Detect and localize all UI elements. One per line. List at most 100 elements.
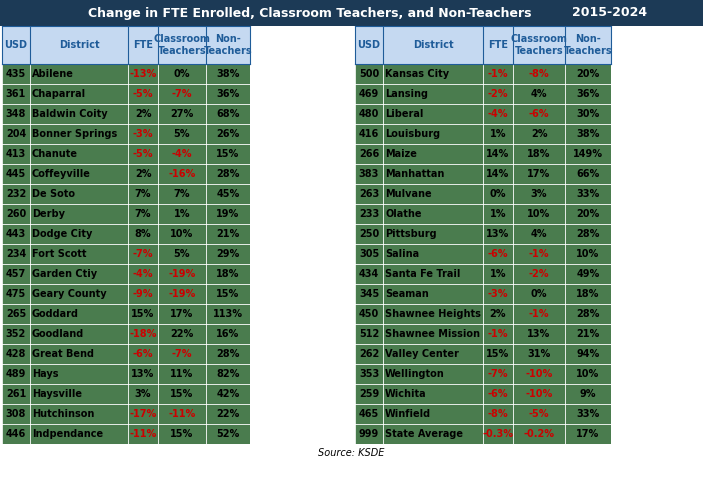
Text: 31%: 31% <box>527 349 550 359</box>
Bar <box>2 204 250 224</box>
Text: Baldwin Coity: Baldwin Coity <box>32 109 108 119</box>
Text: 42%: 42% <box>217 389 240 399</box>
Text: 0%: 0% <box>174 69 191 79</box>
Text: 450: 450 <box>359 309 379 319</box>
Text: 5%: 5% <box>174 129 191 139</box>
Bar <box>2 364 250 384</box>
Text: 15%: 15% <box>170 429 193 439</box>
Text: 16%: 16% <box>217 329 240 339</box>
Text: 21%: 21% <box>576 329 600 339</box>
Text: Shawnee Heights: Shawnee Heights <box>385 309 481 319</box>
Text: Seaman: Seaman <box>385 289 429 299</box>
Text: 45%: 45% <box>217 189 240 199</box>
Text: Goodland: Goodland <box>32 329 84 339</box>
Bar <box>2 304 250 324</box>
Text: 3%: 3% <box>135 389 151 399</box>
Text: 7%: 7% <box>174 189 191 199</box>
Text: 999: 999 <box>359 429 379 439</box>
Text: USD: USD <box>358 40 380 50</box>
Text: -3%: -3% <box>133 129 153 139</box>
Bar <box>2 164 250 184</box>
Text: -7%: -7% <box>172 89 192 99</box>
Text: 33%: 33% <box>576 409 600 419</box>
Text: 28%: 28% <box>217 169 240 179</box>
Text: Abilene: Abilene <box>32 69 74 79</box>
Text: 18%: 18% <box>217 269 240 279</box>
Text: -10%: -10% <box>525 369 553 379</box>
Text: Salina: Salina <box>385 249 419 259</box>
Text: Hays: Hays <box>32 369 58 379</box>
Bar <box>2 184 250 204</box>
Text: -5%: -5% <box>133 89 153 99</box>
Bar <box>2 404 250 424</box>
Text: -11%: -11% <box>169 409 195 419</box>
Text: 0%: 0% <box>531 289 547 299</box>
Text: 469: 469 <box>359 89 379 99</box>
Text: District: District <box>413 40 453 50</box>
Text: 11%: 11% <box>170 369 193 379</box>
Text: -0.2%: -0.2% <box>524 429 555 439</box>
Text: -2%: -2% <box>488 89 508 99</box>
Bar <box>2 124 250 144</box>
Text: 18%: 18% <box>527 149 550 159</box>
Text: 17%: 17% <box>576 429 600 439</box>
Text: 82%: 82% <box>217 369 240 379</box>
Text: 17%: 17% <box>170 309 193 319</box>
Bar <box>2 224 250 244</box>
Bar <box>355 26 611 64</box>
Text: 17%: 17% <box>527 169 550 179</box>
Text: 113%: 113% <box>213 309 243 319</box>
Text: 232: 232 <box>6 189 26 199</box>
Text: 26%: 26% <box>217 129 240 139</box>
Text: Fort Scott: Fort Scott <box>32 249 86 259</box>
Text: 465: 465 <box>359 409 379 419</box>
Text: Garden Ctiy: Garden Ctiy <box>32 269 97 279</box>
Bar <box>2 284 250 304</box>
Text: -19%: -19% <box>169 289 195 299</box>
Bar <box>355 264 611 284</box>
Text: Indpendance: Indpendance <box>32 429 103 439</box>
Text: Non-
Teachers: Non- Teachers <box>204 34 252 56</box>
Text: 29%: 29% <box>217 249 240 259</box>
Bar <box>355 244 611 264</box>
Text: 445: 445 <box>6 169 26 179</box>
Bar <box>355 64 611 84</box>
Bar <box>355 424 611 444</box>
Text: 1%: 1% <box>490 209 506 219</box>
Text: De Soto: De Soto <box>32 189 75 199</box>
Text: 22%: 22% <box>170 329 193 339</box>
Text: 19%: 19% <box>217 209 240 219</box>
Text: 66%: 66% <box>576 169 600 179</box>
Text: Valley Center: Valley Center <box>385 349 459 359</box>
Bar <box>355 324 611 344</box>
Text: Great Bend: Great Bend <box>32 349 94 359</box>
Text: 413: 413 <box>6 149 26 159</box>
Bar <box>2 244 250 264</box>
Text: 0%: 0% <box>490 189 506 199</box>
Bar <box>0 0 703 26</box>
Bar <box>355 84 611 104</box>
Text: -9%: -9% <box>133 289 153 299</box>
Text: 15%: 15% <box>170 389 193 399</box>
Bar <box>355 344 611 364</box>
Text: 14%: 14% <box>486 169 510 179</box>
Text: Kansas City: Kansas City <box>385 69 449 79</box>
Text: Derby: Derby <box>32 209 65 219</box>
Text: 22%: 22% <box>217 409 240 419</box>
Text: 457: 457 <box>6 269 26 279</box>
Text: -4%: -4% <box>488 109 508 119</box>
Text: Shawnee Mission: Shawnee Mission <box>385 329 480 339</box>
Text: 18%: 18% <box>576 289 600 299</box>
Text: 345: 345 <box>359 289 379 299</box>
Text: Wellington: Wellington <box>385 369 445 379</box>
Bar <box>355 364 611 384</box>
Text: -7%: -7% <box>172 349 192 359</box>
Text: 21%: 21% <box>217 229 240 239</box>
Text: 13%: 13% <box>486 229 510 239</box>
Text: 38%: 38% <box>217 69 240 79</box>
Bar <box>355 124 611 144</box>
Bar <box>355 164 611 184</box>
Text: -7%: -7% <box>488 369 508 379</box>
Text: -4%: -4% <box>133 269 153 279</box>
Text: 4%: 4% <box>531 89 547 99</box>
